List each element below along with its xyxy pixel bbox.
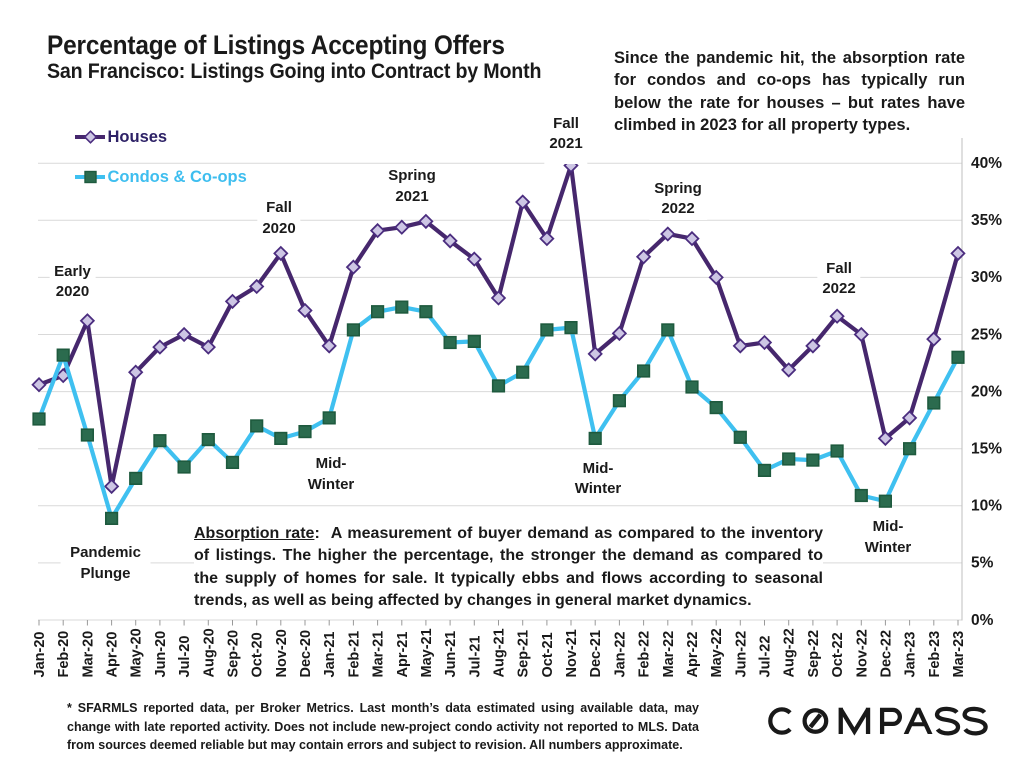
svg-text:Jul-22: Jul-22 xyxy=(758,636,774,678)
svg-text:May-20: May-20 xyxy=(129,628,145,677)
svg-text:Mar-20: Mar-20 xyxy=(80,631,96,678)
svg-text:Feb-21: Feb-21 xyxy=(346,631,362,678)
svg-text:20%: 20% xyxy=(971,383,1002,400)
svg-text:Oct-21: Oct-21 xyxy=(540,632,556,677)
svg-text:Dec-22: Dec-22 xyxy=(878,630,894,678)
svg-text:Feb-22: Feb-22 xyxy=(637,631,653,678)
svg-text:Sep-21: Sep-21 xyxy=(516,630,532,678)
svg-text:Nov-21: Nov-21 xyxy=(564,629,580,677)
svg-text:0%: 0% xyxy=(971,612,994,629)
svg-text:Jan-21: Jan-21 xyxy=(322,632,338,678)
svg-text:Sep-20: Sep-20 xyxy=(226,630,242,678)
svg-text:Mar-23: Mar-23 xyxy=(951,631,967,678)
svg-text:Jun-20: Jun-20 xyxy=(153,631,169,678)
svg-text:Oct-20: Oct-20 xyxy=(250,632,266,677)
svg-text:35%: 35% xyxy=(971,212,1002,229)
svg-text:Nov-20: Nov-20 xyxy=(274,629,290,677)
svg-text:40%: 40% xyxy=(971,155,1002,172)
svg-text:Mar-21: Mar-21 xyxy=(371,631,387,678)
svg-text:30%: 30% xyxy=(971,269,1002,286)
svg-text:10%: 10% xyxy=(971,498,1002,515)
svg-text:Dec-21: Dec-21 xyxy=(588,630,604,678)
svg-text:Oct-22: Oct-22 xyxy=(830,632,846,677)
svg-text:Jan-20: Jan-20 xyxy=(32,632,48,678)
svg-text:Mar-22: Mar-22 xyxy=(661,631,677,678)
svg-text:5%: 5% xyxy=(971,555,994,572)
svg-text:May-22: May-22 xyxy=(709,628,725,677)
svg-text:15%: 15% xyxy=(971,441,1002,458)
svg-text:Feb-23: Feb-23 xyxy=(927,631,943,678)
svg-text:Apr-21: Apr-21 xyxy=(395,632,411,678)
svg-text:Dec-20: Dec-20 xyxy=(298,630,314,678)
svg-text:Apr-22: Apr-22 xyxy=(685,632,701,678)
svg-text:Feb-20: Feb-20 xyxy=(56,631,72,678)
svg-text:Sep-22: Sep-22 xyxy=(806,630,822,678)
svg-text:Jan-22: Jan-22 xyxy=(612,632,628,678)
svg-text:Jul-21: Jul-21 xyxy=(467,636,483,678)
svg-text:Nov-22: Nov-22 xyxy=(854,629,870,677)
svg-text:Jul-20: Jul-20 xyxy=(177,636,193,678)
svg-text:Aug-20: Aug-20 xyxy=(201,628,217,677)
svg-text:25%: 25% xyxy=(971,326,1002,343)
svg-text:Apr-20: Apr-20 xyxy=(105,632,121,678)
svg-text:Aug-21: Aug-21 xyxy=(492,628,508,677)
svg-text:Jun-21: Jun-21 xyxy=(443,631,459,678)
svg-text:Aug-22: Aug-22 xyxy=(782,628,798,677)
svg-text:May-21: May-21 xyxy=(419,628,435,677)
svg-text:Jan-23: Jan-23 xyxy=(903,632,919,678)
svg-text:Jun-22: Jun-22 xyxy=(733,631,749,678)
